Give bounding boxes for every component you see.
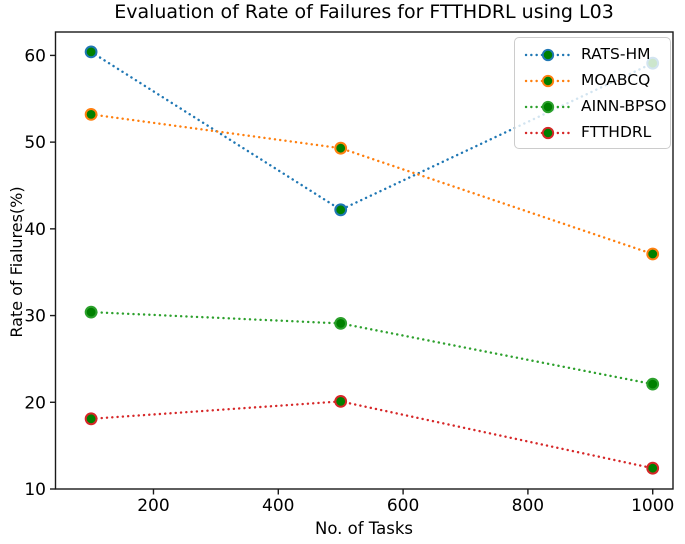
x-tick-label: 600 [387, 496, 419, 516]
data-point-marker [84, 45, 98, 59]
chart-title: Evaluation of Rate of Failures for FTTHD… [114, 1, 614, 23]
data-point-marker [334, 317, 348, 330]
series-ainn-bpso [84, 305, 660, 391]
legend-label: MOABCQ [581, 71, 651, 90]
y-tick-label: 50 [24, 133, 46, 153]
x-tick-label: 1000 [631, 496, 674, 516]
data-point-marker [84, 108, 98, 121]
data-point-marker [646, 377, 660, 391]
legend-label: FTTHDRL [581, 123, 652, 142]
x-tick-label: 200 [137, 496, 169, 516]
data-point-marker [334, 203, 348, 217]
y-tick-label: 20 [24, 393, 46, 413]
legend-box: RATS-HM MOABCQ AINN-BPSO FTTHDRL [514, 37, 671, 149]
data-point-marker [646, 461, 660, 475]
legend-line-sample [524, 48, 572, 62]
legend-marker-icon [541, 74, 555, 88]
data-point-marker [84, 305, 98, 319]
y-tick-label: 30 [24, 307, 46, 327]
x-tick-label: 800 [512, 496, 544, 516]
data-point-marker [334, 141, 348, 155]
legend-marker-icon [541, 126, 555, 140]
legend-line-sample [524, 74, 572, 88]
legend-entry-moabcq: MOABCQ [524, 68, 670, 94]
series-moabcq [84, 108, 660, 261]
series-ftthdrl [84, 395, 660, 475]
x-tick-label: 400 [262, 496, 294, 516]
y-tick-label: 40 [24, 220, 46, 240]
data-point-marker [84, 412, 98, 426]
legend-line-sample [524, 100, 572, 114]
series-line [89, 113, 654, 256]
legend-entry-ftthdrl: FTTHDRL [524, 120, 670, 146]
y-tick-label: 60 [24, 46, 46, 66]
data-point-marker [334, 395, 348, 408]
y-tick-label: 10 [24, 480, 46, 500]
series-line [89, 400, 654, 470]
legend-marker-icon [541, 100, 555, 114]
legend-label: AINN-BPSO [581, 97, 667, 116]
axes-spines [54, 31, 674, 490]
legend-marker-icon [541, 48, 555, 62]
legend-entry-rats-hm: RATS-HM [524, 42, 670, 68]
x-axis-title: No. of Tasks [315, 519, 413, 538]
legend-label: RATS-HM [581, 45, 651, 64]
series-line [89, 310, 654, 386]
legend-line-sample [524, 126, 572, 140]
data-point-marker [646, 247, 660, 261]
y-axis-title: Rate of Fialures(%) [7, 186, 26, 338]
legend-entry-ainn-bpso: AINN-BPSO [524, 94, 670, 120]
